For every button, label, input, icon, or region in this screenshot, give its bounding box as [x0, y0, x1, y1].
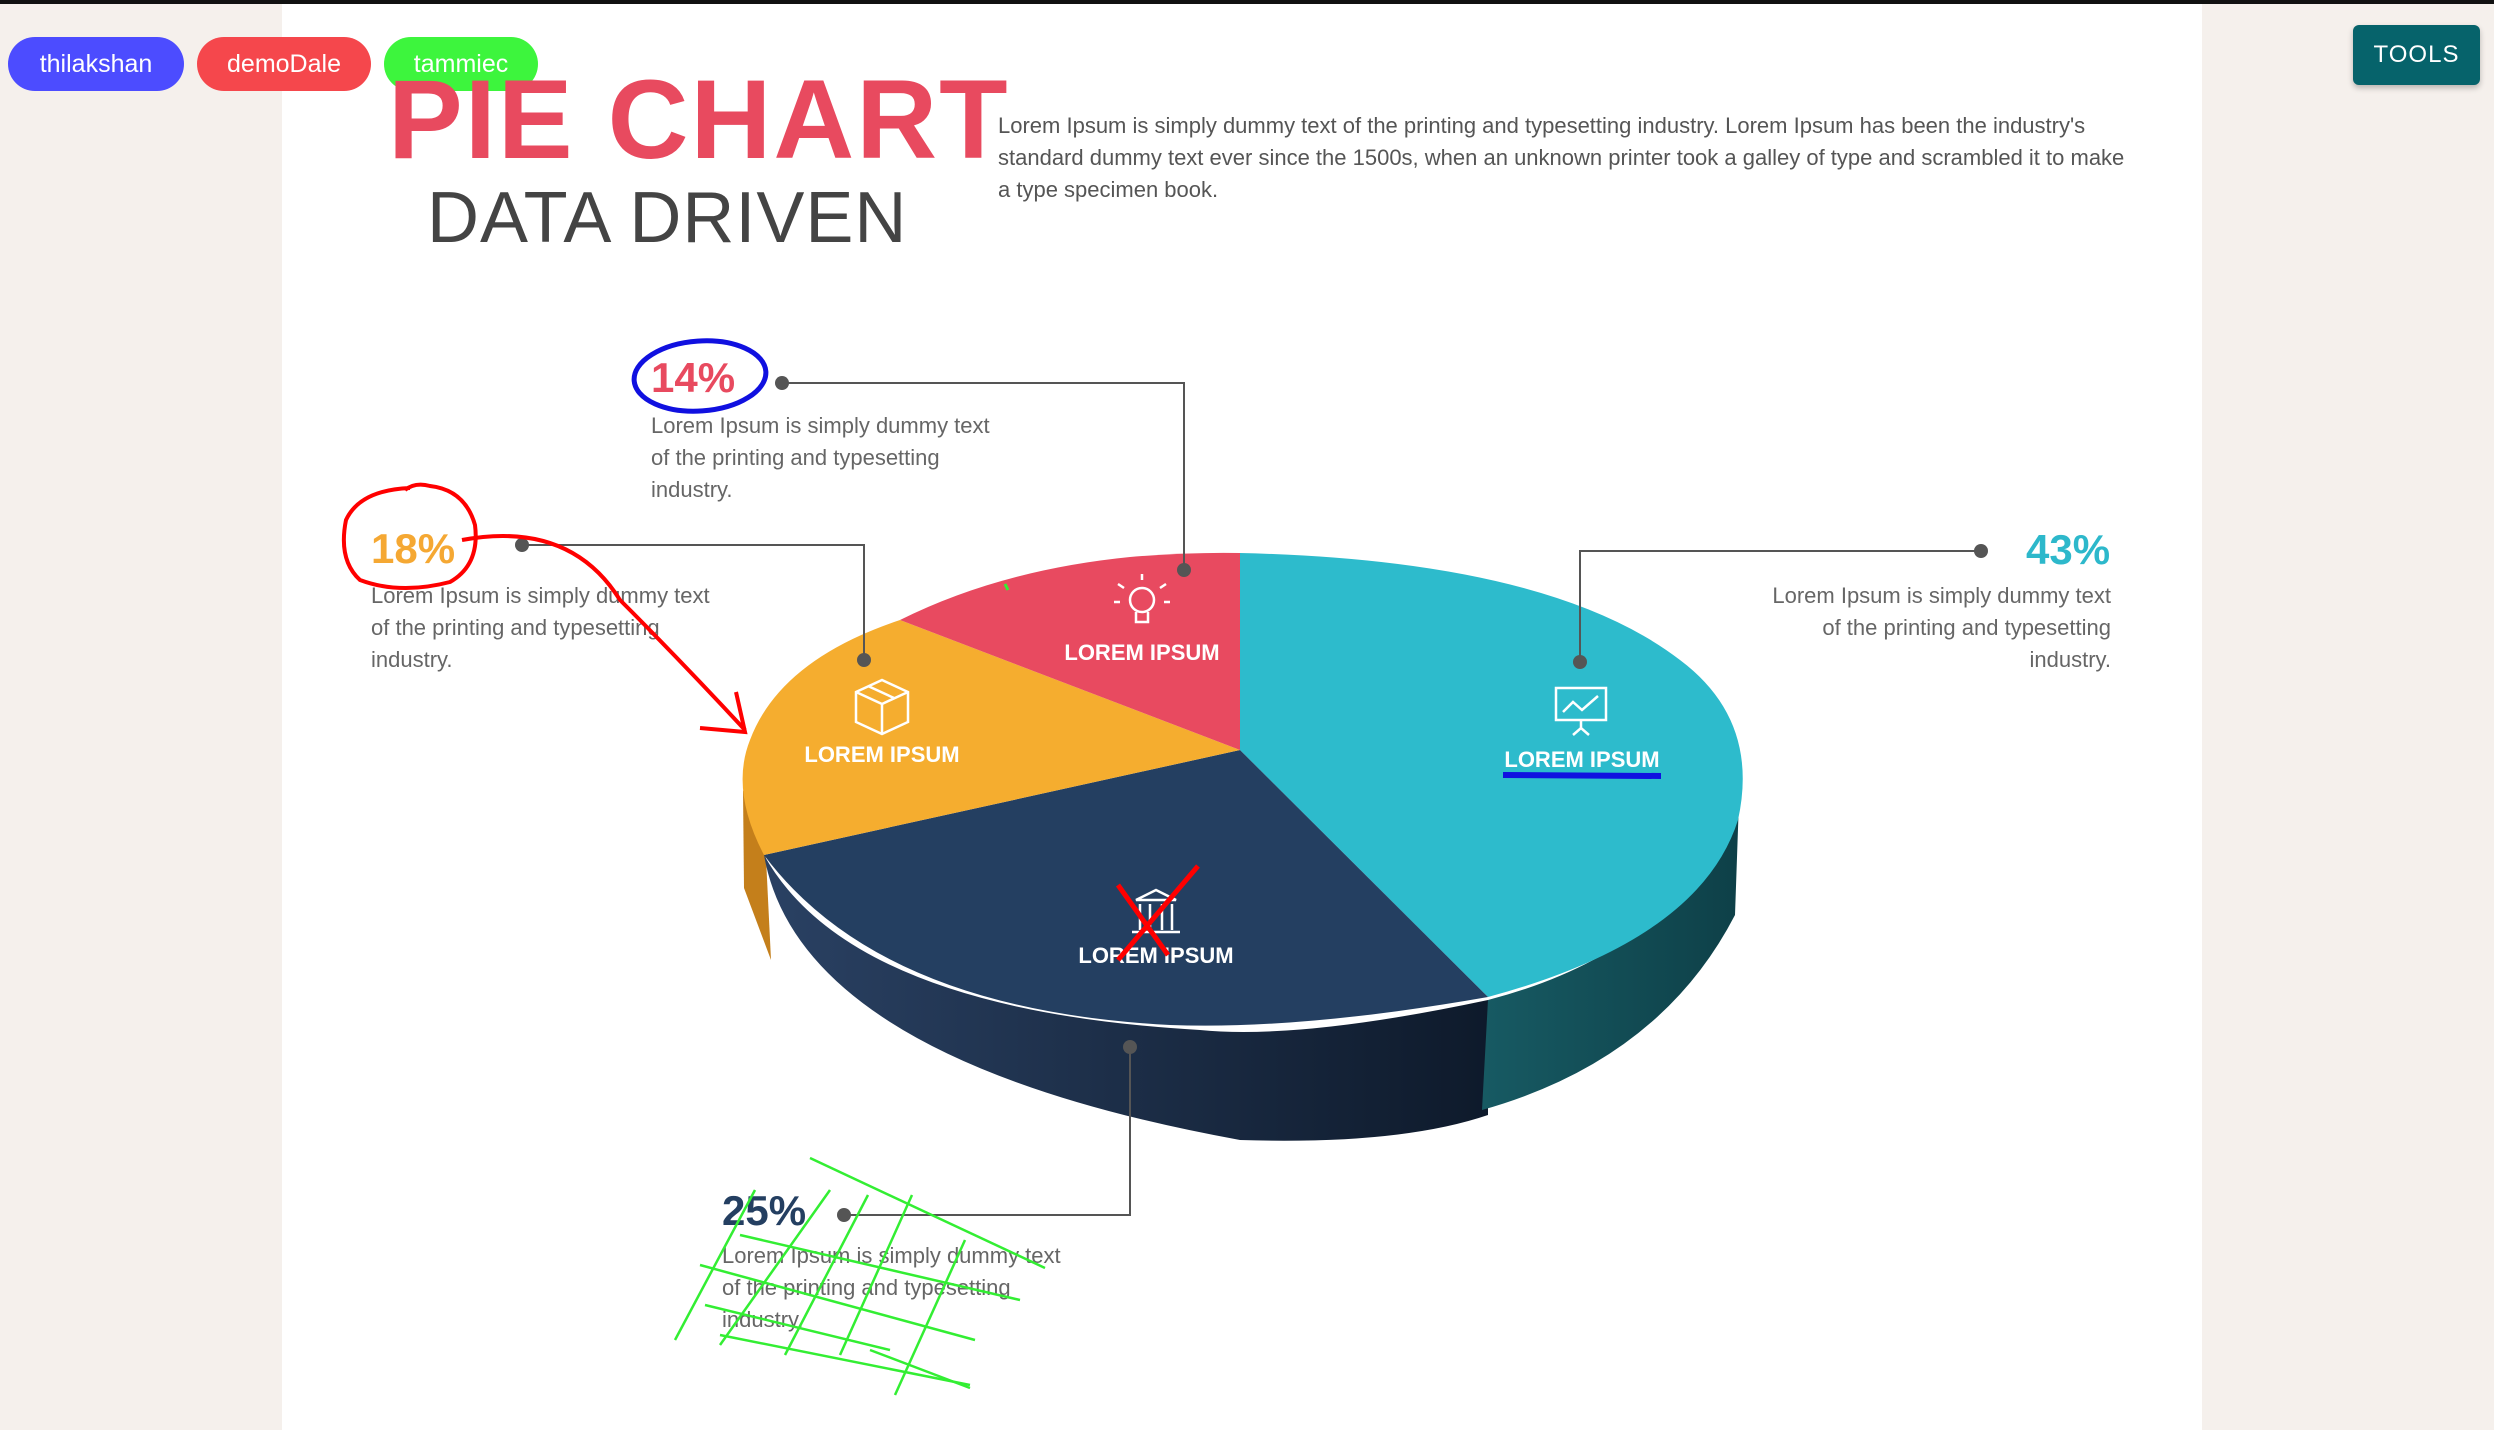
callout-pct-18: 18%	[371, 525, 456, 572]
red-circle-annotation	[341, 482, 478, 590]
slice-label-red: LOREM IPSUM	[1064, 640, 1219, 665]
red-cross-annotation	[1115, 864, 1200, 962]
callout-text-43: Lorem Ipsum is simply dummy text of the …	[1772, 583, 2111, 672]
red-arrow-head	[699, 691, 748, 735]
user-pill-tammiec[interactable]: tammiec	[384, 37, 538, 91]
pie-side-navy	[764, 855, 1488, 1141]
blue-circle-annotation	[631, 338, 769, 414]
slide-title: PIE CHART	[388, 57, 1010, 182]
green-tick-annotation	[1003, 583, 1010, 591]
callout-text-14: Lorem Ipsum is simply dummy text of the …	[651, 413, 990, 502]
connector-dots	[515, 376, 1988, 1222]
slide-subtitle: DATA DRIVEN	[427, 178, 908, 258]
pie-slice-orange	[742, 620, 1240, 855]
lightbulb-icon	[1114, 574, 1170, 624]
pie-side-teal	[1482, 800, 1739, 1110]
callout-pct-43: 43%	[2026, 526, 2111, 573]
green-hatch-annotation	[673, 1156, 1046, 1396]
window-top-border	[0, 0, 2494, 4]
callout-pct-14: 14%	[651, 354, 736, 401]
pie-slice-navy	[764, 750, 1488, 1026]
red-arrow-annotation	[461, 534, 747, 732]
connector-lines	[522, 382, 1981, 1216]
slice-label-navy: LOREM IPSUM	[1078, 943, 1233, 968]
tools-button[interactable]: TOOLS	[2353, 25, 2480, 85]
user-pill-demodale[interactable]: demoDale	[197, 37, 371, 91]
slice-label-orange: LOREM IPSUM	[804, 742, 959, 767]
box-package-icon	[854, 678, 910, 736]
pie-slice-teal	[1240, 553, 1743, 997]
user-pill-thilakshan[interactable]: thilakshan	[8, 37, 184, 91]
presentation-board-icon	[1554, 686, 1608, 736]
slice-label-teal: LOREM IPSUM	[1504, 747, 1659, 772]
pie-side-orange	[743, 790, 771, 960]
blue-underline-annotation	[1502, 772, 1662, 779]
intro-paragraph: Lorem Ipsum is simply dummy text of the …	[998, 113, 2125, 202]
